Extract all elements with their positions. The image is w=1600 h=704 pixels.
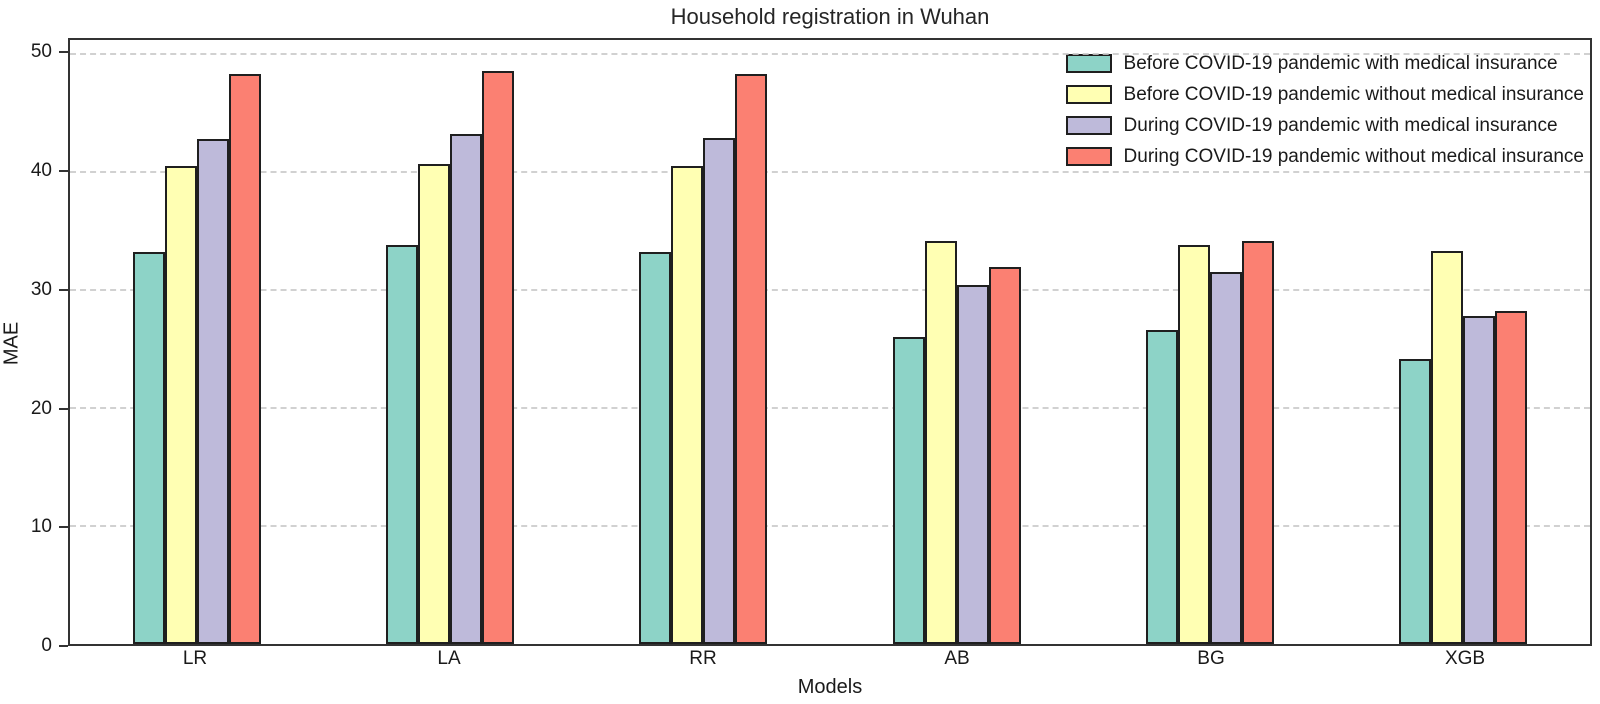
legend-item-3: During COVID-19 pandemic with medical in… [1065,112,1584,139]
legend-swatch-icon [1065,147,1112,166]
bar-LR-series2 [164,166,197,644]
legend-label: During COVID-19 pandemic without medical… [1123,145,1584,167]
bar-BG-series4 [1242,240,1274,644]
legend: Before COVID-19 pandemic with medical in… [1065,50,1584,170]
y-tick-mark-40 [59,170,68,172]
x-tick-label-LR: LR [182,648,208,669]
legend-label: Before COVID-19 pandemic without medical… [1123,83,1584,105]
gridline-y50 [70,53,1590,56]
y-tick-label-50: 50 [30,41,52,63]
bar-AB-series2 [924,240,957,644]
gridline-y40 [70,171,1590,174]
y-tick-label-40: 40 [30,160,52,181]
bar-group-AB [892,40,1021,644]
x-tick-label-RR: RR [689,648,717,669]
y-tick-mark-50 [59,51,68,54]
legend-label: Before COVID-19 pandemic with medical in… [1123,52,1558,74]
bar-LA-series2 [418,163,450,644]
gridline-y20 [70,407,1590,410]
legend-item-4: During COVID-19 pandemic without medical… [1065,143,1584,170]
chart-title: Household registration in Wuhan [670,4,990,29]
legend-swatch-icon [1065,54,1112,73]
bar-LA-series1 [386,245,418,644]
bar-LA-series4 [482,70,514,644]
bar-LR-series3 [196,139,229,644]
x-tick-label-LA: LA [437,648,461,669]
bar-RR-series1 [639,252,672,644]
bar-group-BG [1146,40,1274,644]
bar-BG-series2 [1178,245,1210,644]
legend-swatch-icon [1065,116,1112,135]
bar-XGB-series1 [1399,358,1432,644]
x-axis-ticks: LR LA RR AB BG XGB [68,648,1592,674]
bar-group-XGB [1399,40,1528,644]
bar-XGB-series3 [1463,316,1496,644]
x-axis-label: Models [797,676,863,698]
bar-LR-series4 [228,74,261,644]
gridline-y10 [70,525,1590,528]
bar-AB-series3 [956,285,989,644]
y-tick-label-20: 20 [30,397,52,419]
bar-RR-series2 [671,166,704,644]
bar-group-LR [132,40,261,644]
legend-item-2: Before COVID-19 pandemic without medical… [1065,81,1584,108]
gridline-y30 [70,289,1590,292]
bar-AB-series1 [892,337,925,644]
bar-XGB-series2 [1431,251,1464,644]
y-tick-label-10: 10 [30,516,52,538]
y-axis-ticks: 0 10 20 30 40 50 [0,38,68,656]
bar-group-LA [386,40,514,644]
plot-area: Before COVID-19 pandemic with medical in… [68,38,1592,646]
x-tick-label-AB: AB [944,648,970,669]
x-tick-label-BG: BG [1197,648,1225,669]
y-tick-label-0: 0 [41,635,52,656]
bar-group-RR [639,40,768,644]
y-tick-label-30: 30 [30,278,52,300]
y-tick-mark-0 [59,645,68,647]
y-tick-mark-10 [59,526,68,529]
legend-item-1: Before COVID-19 pandemic with medical in… [1065,50,1584,77]
legend-swatch-icon [1065,85,1112,104]
legend-label: During COVID-19 pandemic with medical in… [1123,114,1558,136]
x-tick-label-XGB: XGB [1444,648,1486,669]
y-tick-mark-30 [59,288,68,291]
bar-RR-series3 [703,137,736,644]
bar-XGB-series4 [1495,311,1528,644]
y-tick-mark-20 [59,407,68,410]
bar-BG-series1 [1146,330,1178,644]
bar-BG-series3 [1210,272,1242,644]
bar-RR-series4 [735,74,768,644]
bar-AB-series4 [988,266,1021,644]
bar-LA-series3 [450,134,482,644]
bar-LR-series1 [132,252,165,644]
